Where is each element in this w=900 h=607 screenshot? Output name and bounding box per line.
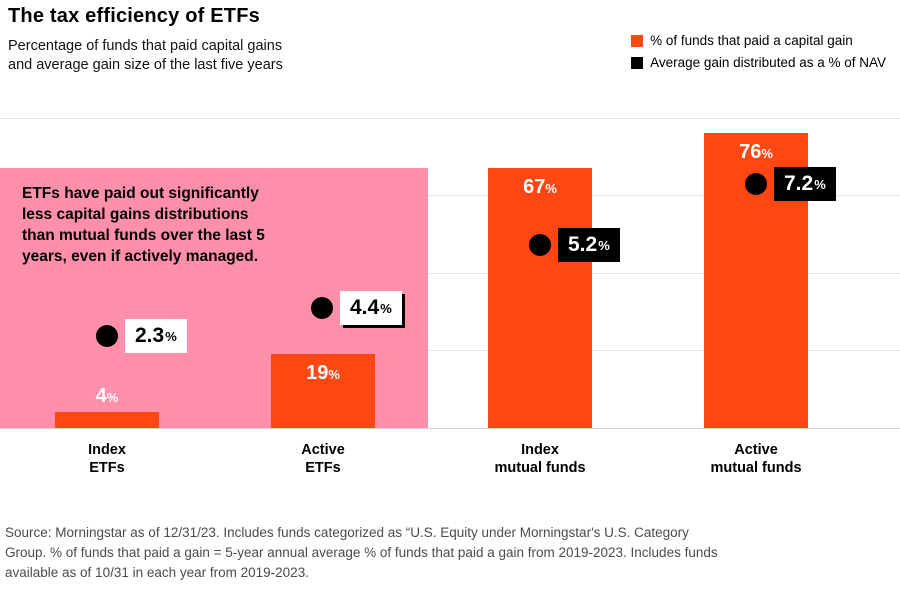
dot-value-label-index-etfs: 2.3% [125, 319, 187, 353]
chart-title: The tax efficiency of ETFs [8, 5, 260, 27]
bar-value-label: 4% [95, 385, 119, 407]
annotation-line: ETFs have paid out significantly [22, 185, 259, 202]
x-axis-label-active-mutual-funds: Active mutual funds [710, 442, 802, 476]
legend: % of funds that paid a capital gain Aver… [631, 33, 886, 77]
dot-series-swatch-icon [631, 56, 644, 69]
bar-value-label: 67% [523, 176, 557, 198]
gridline-40 [0, 273, 900, 274]
x-axis-label-index-mutual-funds: Index mutual funds [494, 442, 586, 476]
bar-index-mutual-funds: 67% [488, 168, 592, 428]
bar-series-swatch-icon [631, 34, 644, 47]
legend-label-dots: Average gain distributed as a % of NAV [650, 55, 886, 70]
x-axis-label-index-etfs: Index ETFs [88, 442, 126, 476]
dot-value-label-index-mutual-funds: 5.2% [558, 228, 620, 262]
legend-item-bars: % of funds that paid a capital gain [631, 33, 886, 48]
gridline-20 [0, 350, 900, 351]
annotation-line: years, even if actively managed. [22, 248, 259, 265]
dot-marker-active-mutual-funds [745, 173, 767, 195]
legend-item-dots: Average gain distributed as a % of NAV [631, 55, 886, 70]
dot-marker-active-etfs [311, 297, 333, 319]
bar-active-etfs: 19% [271, 354, 375, 428]
source-note-line: Source: Morningstar as of 12/31/23. Incl… [5, 525, 689, 540]
source-note-line: available as of 10/31 in each year from … [5, 565, 309, 580]
legend-label-bars: % of funds that paid a capital gain [650, 33, 853, 48]
chart-subtitle-line2: and average gain size of the last five y… [8, 57, 283, 73]
gridline-60 [0, 195, 900, 196]
annotation-line: less capital gains distributions [22, 206, 249, 223]
dot-value-label-active-mutual-funds: 7.2% [774, 167, 836, 201]
annotation-text: ETFs have paid out significantly less ca… [22, 183, 265, 267]
annotation-line: than mutual funds over the last 5 [22, 227, 265, 244]
dot-value-label-active-etfs: 4.4% [340, 291, 402, 325]
x-axis-baseline [0, 428, 900, 429]
x-axis-label-active-etfs: Active ETFs [301, 442, 345, 476]
dot-marker-index-etfs [96, 325, 118, 347]
bar-value-label: 19% [306, 362, 340, 384]
bar-index-etfs: 4% [55, 385, 159, 428]
source-note-line: Group. % of funds that paid a gain = 5-y… [5, 545, 718, 560]
gridline-80 [0, 118, 900, 119]
bar-value-label: 76% [739, 141, 773, 163]
chart-subtitle-line1: Percentage of funds that paid capital ga… [8, 38, 283, 54]
dot-marker-index-mutual-funds [529, 234, 551, 256]
source-note: Source: Morningstar as of 12/31/23. Incl… [5, 523, 718, 583]
